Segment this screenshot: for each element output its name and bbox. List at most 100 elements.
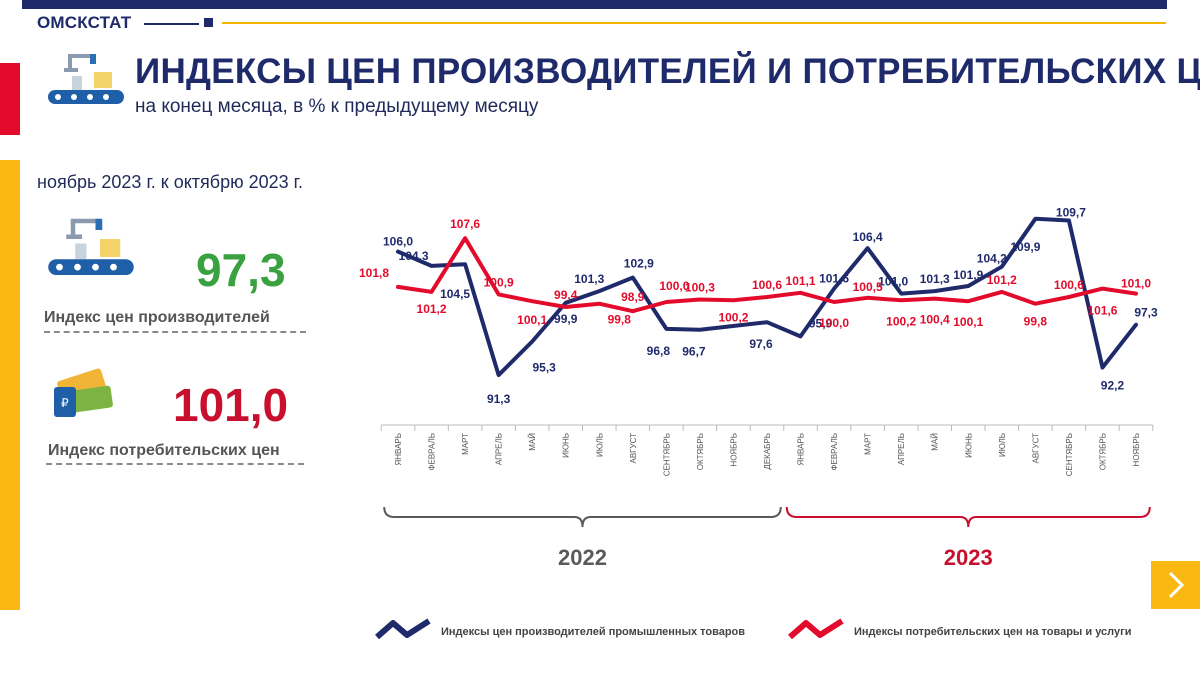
data-point-cpi [1067,295,1071,299]
data-point-cpi [933,297,937,301]
data-label-ppi: 104,2 [977,252,1007,266]
data-point-ppi [966,284,970,288]
cpi-divider [46,463,304,465]
data-point-ppi [832,287,836,291]
data-point-ppi [933,289,937,293]
x-tick-label: АВГУСТ [1031,433,1040,464]
data-label-cpi: 101,1 [786,274,816,288]
x-tick-label: ДЕКАБРЬ [763,433,772,470]
data-label-ppi: 101,6 [819,272,849,286]
ppi-divider [44,331,306,333]
data-label-cpi: 100,3 [685,280,715,294]
data-point-ppi [631,276,635,280]
brand-square [204,18,213,27]
data-point-cpi [396,285,400,289]
data-point-ppi [698,328,702,332]
data-point-ppi [866,246,870,250]
legend-swatch-ppi [375,618,431,640]
data-point-ppi [430,264,434,268]
x-tick-label: ФЕВРАЛЬ [428,433,437,471]
data-label-cpi: 100,6 [752,278,782,292]
data-label-ppi: 101,9 [953,268,983,282]
data-point-ppi [765,320,769,324]
x-tick-label: ИЮНЬ [562,433,571,458]
data-point-cpi [1033,302,1037,306]
x-tick-label: НОЯБРЬ [1132,433,1141,466]
data-label-cpi: 100,5 [853,280,883,294]
data-label-ppi: 95,9 [809,316,833,330]
data-label-ppi: 92,2 [1101,379,1125,393]
ppi-value: 97,3 [196,244,286,296]
brand-divider [144,23,199,25]
data-label-ppi: 101,0 [878,275,908,289]
data-label-cpi: 100,2 [718,310,748,324]
x-tick-label: АВГУСТ [629,433,638,464]
x-tick-label: ОКТЯБРЬ [1098,433,1107,470]
data-label-ppi: 109,7 [1056,206,1086,220]
legend-label-ppi: Индексы цен производителей промышленных … [441,626,745,638]
ppi-label: Индекс цен производителей [44,309,270,326]
data-label-cpi: 101,6 [1087,304,1117,318]
data-point-cpi [564,305,568,309]
data-label-cpi: 100,4 [920,313,950,327]
data-point-cpi [799,291,803,295]
x-tick-label: МАЙ [931,433,940,451]
x-tick-label: МАЙ [528,433,537,451]
x-tick-label: АПРЕЛЬ [897,433,906,465]
data-point-cpi [698,297,702,301]
top-bar [22,0,1167,9]
brand-name: ОМСКСТАТ [37,13,132,32]
data-point-cpi [1100,287,1104,291]
data-point-ppi [1100,366,1104,370]
data-point-cpi [430,290,434,294]
x-tick-label: СЕНТЯБРЬ [662,433,671,476]
cpi-value: 101,0 [173,379,289,431]
data-label-cpi: 101,2 [987,273,1017,287]
price-tags-icon: ₽ [54,368,113,417]
legend-swatch-cpi [788,618,844,640]
data-label-cpi: 98,9 [621,290,645,304]
x-tick-label: НОЯБРЬ [729,433,738,466]
period-label: ноябрь 2023 г. к октябрю 2023 г. [37,172,304,192]
data-label-ppi: 104,5 [440,287,470,301]
data-point-cpi [597,302,601,306]
data-point-ppi [799,334,803,338]
data-point-cpi [1134,292,1138,296]
data-label-cpi: 100,0 [659,279,689,293]
data-point-ppi [899,292,903,296]
data-point-cpi [899,298,903,302]
conveyor-factory-icon [48,218,134,275]
accent-bar-yellow [0,160,20,610]
x-tick-label: ОКТЯБРЬ [696,433,705,470]
x-tick-label: СЕНТЯБРЬ [1065,433,1074,476]
brand-underline [222,22,1166,24]
data-point-cpi [765,295,769,299]
data-label-ppi: 104,3 [399,249,429,263]
year-label-2022: 2022 [558,545,607,570]
conveyor-factory-icon [48,54,124,104]
x-tick-label: АПРЕЛЬ [495,433,504,465]
data-label-cpi: 101,0 [1121,277,1151,291]
data-label-cpi: 99,8 [1024,315,1048,329]
data-point-ppi [1000,265,1004,269]
data-label-ppi: 101,3 [574,272,604,286]
next-slide-button[interactable] [1151,561,1200,609]
data-point-cpi [530,299,534,303]
data-point-cpi [866,296,870,300]
legend-label-cpi: Индексы потребительских цен на товары и … [854,626,1131,638]
year-bracket-2023 [785,506,1151,528]
x-tick-label: ИЮНЬ [964,433,973,458]
data-point-ppi [1067,219,1071,223]
data-point-ppi [396,250,400,254]
data-label-cpi: 99,4 [554,288,578,302]
x-tick-label: ЯНВАРЬ [797,433,806,466]
data-point-ppi [1033,217,1037,221]
page-subtitle: на конец месяца, в % к предыдущему месяц… [135,96,539,117]
x-tick-label: МАРТ [864,433,873,455]
data-label-ppi: 96,7 [682,345,706,359]
data-label-cpi: 100,0 [819,316,849,330]
year-bracket-2022 [383,506,782,528]
data-label-ppi: 101,3 [920,272,950,286]
data-label-ppi: 91,3 [487,392,511,406]
